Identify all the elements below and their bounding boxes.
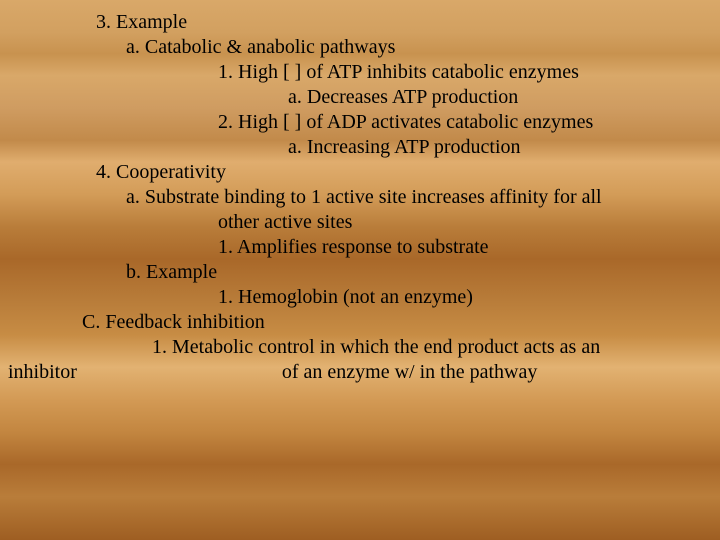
item-3a1a: a. Decreases ATP production xyxy=(0,85,720,110)
outline-text: 3. Example a. Catabolic & anabolic pathw… xyxy=(0,10,720,385)
item-C1-cont-b: of an enzyme w/ in the pathway xyxy=(82,360,537,385)
item-3a: a. Catabolic & anabolic pathways xyxy=(0,35,720,60)
item-4a-cont: other active sites xyxy=(0,210,720,235)
item-C: C. Feedback inhibition xyxy=(0,310,720,335)
item-4a: a. Substrate binding to 1 active site in… xyxy=(0,185,720,210)
item-3a2: 2. High [ ] of ADP activates catabolic e… xyxy=(0,110,720,135)
item-3: 3. Example xyxy=(0,10,720,35)
item-C1: 1. Metabolic control in which the end pr… xyxy=(0,335,720,360)
item-3a2a: a. Increasing ATP production xyxy=(0,135,720,160)
item-C1-cont: inhibitor of an enzyme w/ in the pathway xyxy=(0,360,720,385)
item-4b1: 1. Hemoglobin (not an enzyme) xyxy=(0,285,720,310)
item-4a1: 1. Amplifies response to substrate xyxy=(0,235,720,260)
item-C1-cont-a: inhibitor xyxy=(0,360,77,385)
item-4: 4. Cooperativity xyxy=(0,160,720,185)
item-4b: b. Example xyxy=(0,260,720,285)
item-3a1: 1. High [ ] of ATP inhibits catabolic en… xyxy=(0,60,720,85)
